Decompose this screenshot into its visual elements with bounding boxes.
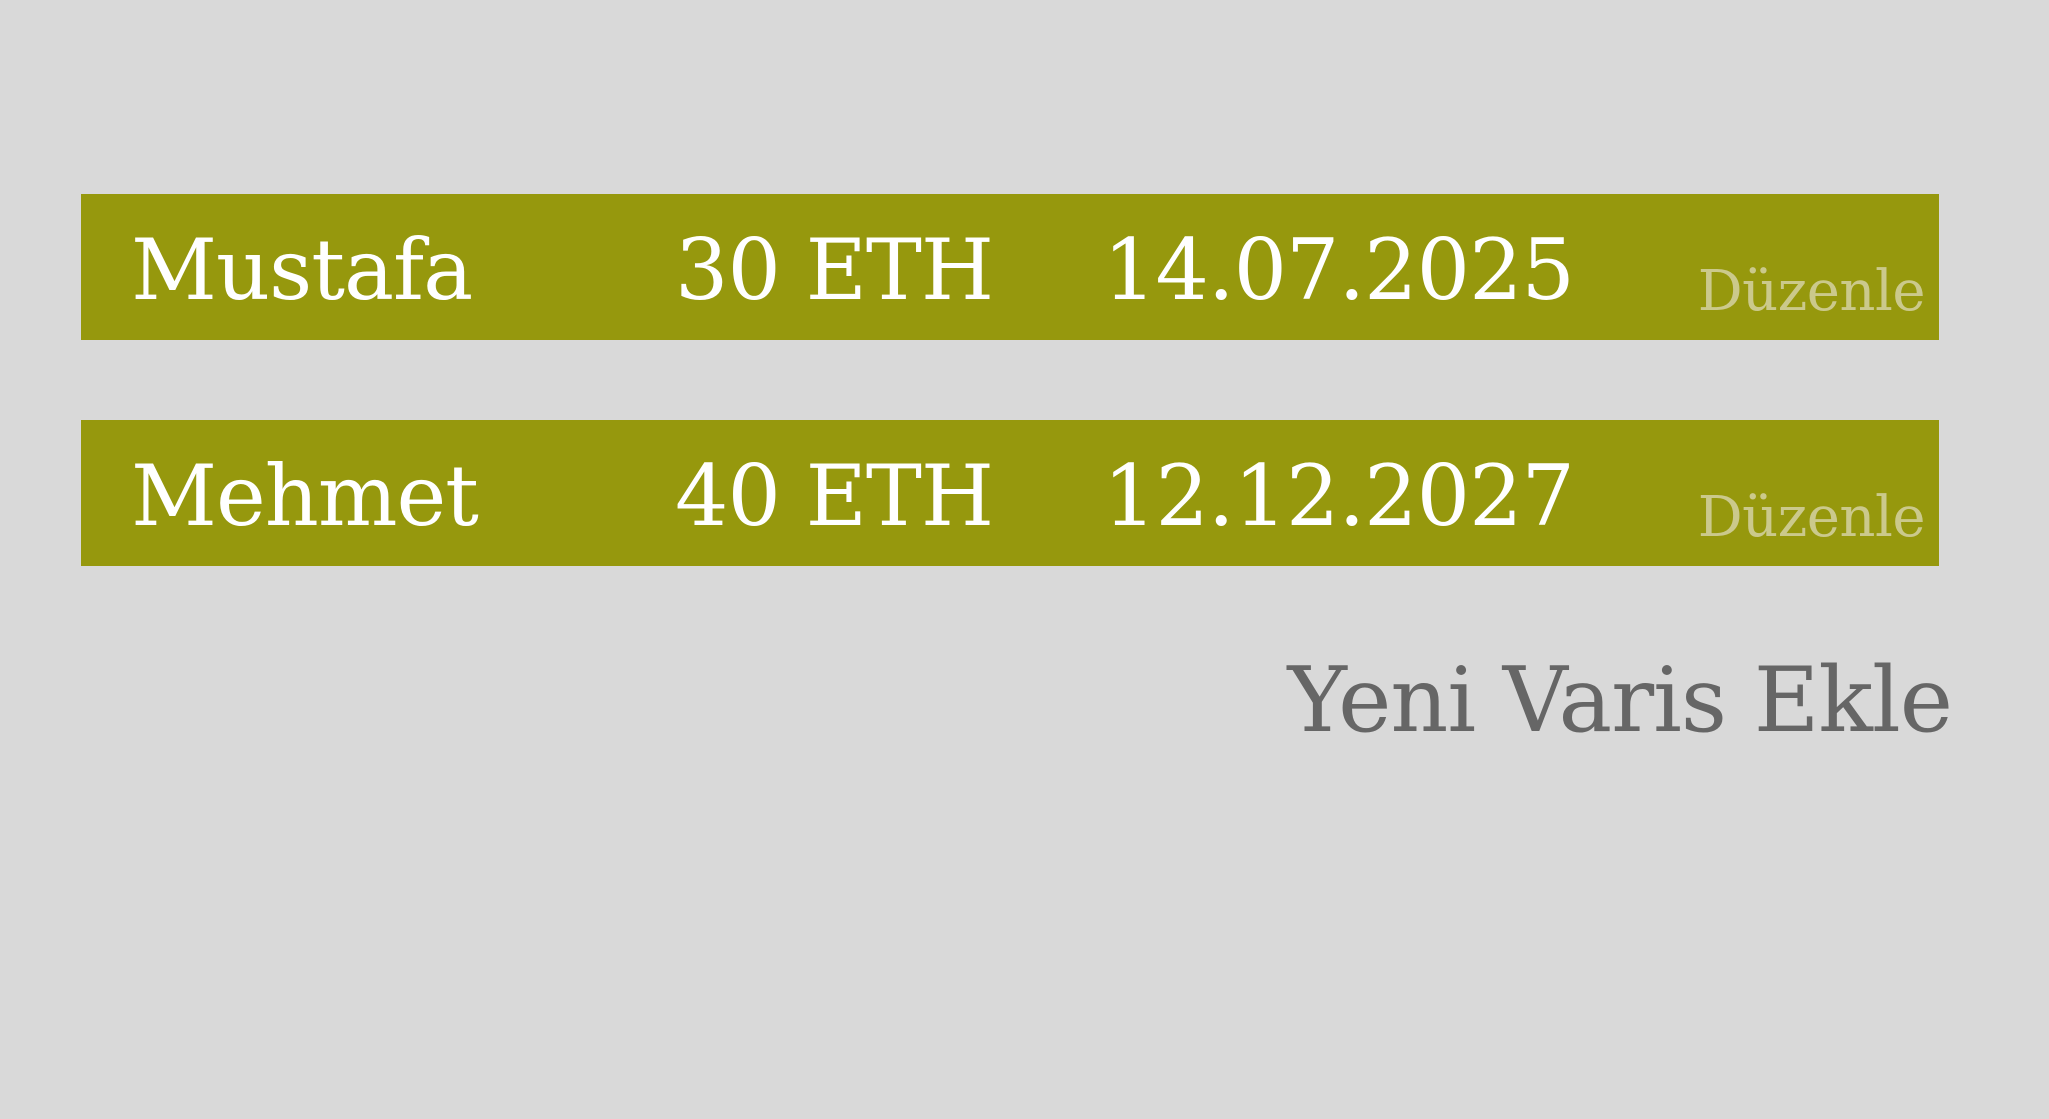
edit-button[interactable]: Düzenle xyxy=(1697,259,1926,324)
heir-name: Mustafa xyxy=(131,221,473,319)
heir-amount: 30 ETH xyxy=(675,221,994,319)
heir-name: Mehmet xyxy=(131,447,479,545)
heir-date: 14.07.2025 xyxy=(1103,221,1575,319)
edit-button[interactable]: Düzenle xyxy=(1697,485,1926,550)
add-heir-button[interactable]: Yeni Varis Ekle xyxy=(1287,648,1953,753)
heir-date: 12.12.2027 xyxy=(1103,447,1575,545)
heir-amount: 40 ETH xyxy=(675,447,994,545)
heir-row: Mehmet 40 ETH 12.12.2027 Düzenle xyxy=(81,420,1939,566)
heir-row: Mustafa 30 ETH 14.07.2025 Düzenle xyxy=(81,194,1939,340)
